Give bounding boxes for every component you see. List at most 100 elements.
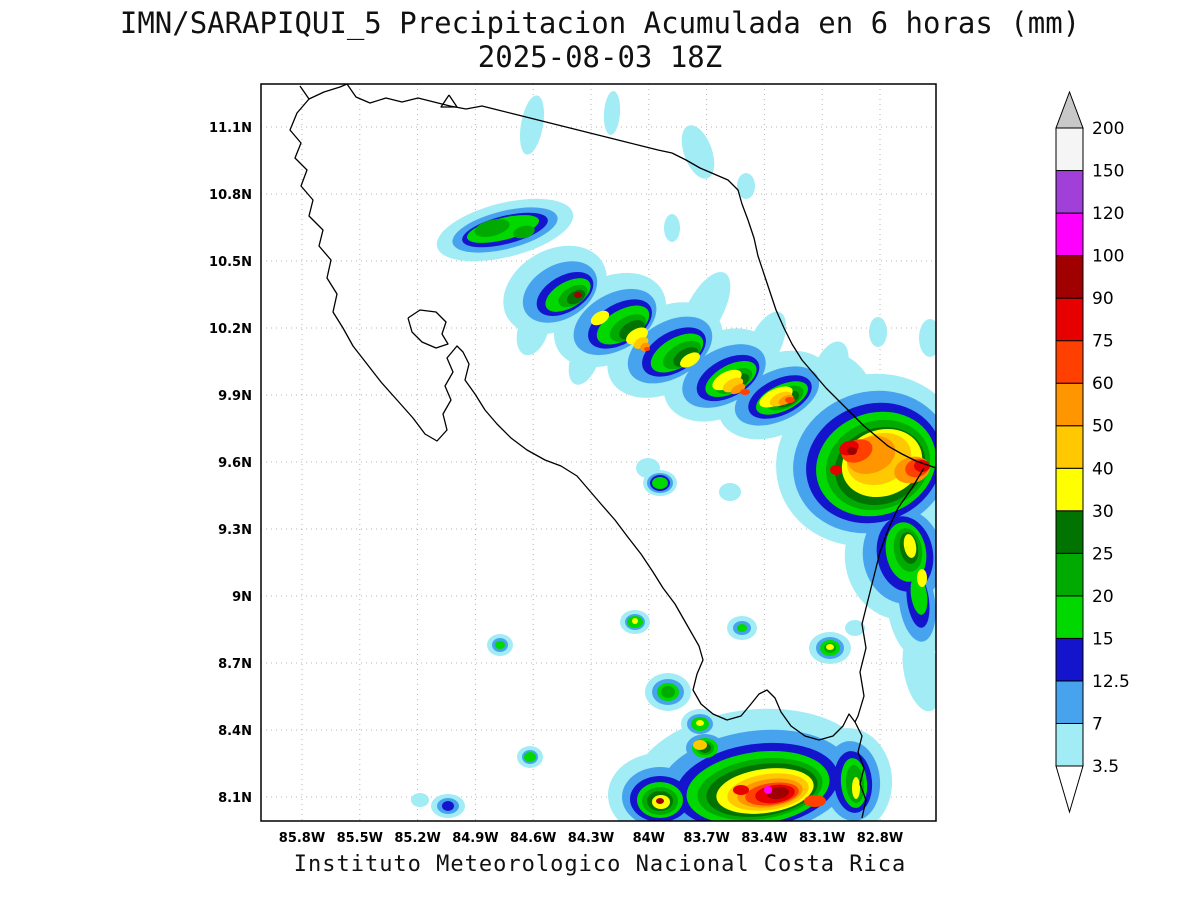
precip-cell xyxy=(740,389,750,395)
lon-tick-label: 83.1W xyxy=(799,831,845,846)
colorbar-segment xyxy=(1055,127,1084,172)
colorbar-segment xyxy=(1055,510,1084,554)
precip-cell xyxy=(767,786,789,800)
colorbar-label: 25 xyxy=(1092,544,1114,564)
lon-tick-label: 85.8W xyxy=(279,831,325,846)
lat-tick-label: 11.1N xyxy=(209,121,252,136)
lon-tick-label: 84W xyxy=(633,831,665,846)
precip-cell xyxy=(917,569,927,587)
precip-cell xyxy=(652,477,668,489)
colorbar-label: 100 xyxy=(1092,247,1124,267)
colorbar-labels: 3.5 7 12.5 15 20 25 30 40 50 60 75 90 100 120 150 200 xyxy=(1092,119,1130,777)
lon-tick-label: 83.7W xyxy=(683,831,729,846)
lon-tick-label: 84.6W xyxy=(510,831,556,846)
colorbar-segment xyxy=(1055,637,1084,682)
colorbar-label: 75 xyxy=(1092,332,1114,352)
precip-cell xyxy=(644,347,650,351)
precip-cell xyxy=(574,292,582,298)
lat-tick-label: 9N xyxy=(232,590,252,605)
colorbar-label: 90 xyxy=(1092,289,1114,309)
precip-cell xyxy=(636,458,660,478)
colorbar-segment xyxy=(1055,255,1084,299)
colorbar-segment xyxy=(1055,595,1084,639)
colorbar-segment xyxy=(1055,297,1084,342)
precip-cell xyxy=(656,798,664,804)
colorbar-segment xyxy=(1055,722,1084,767)
colorbar-label: 7 xyxy=(1092,714,1103,734)
colorbar xyxy=(1055,90,1084,814)
colorbar-segment xyxy=(1055,552,1084,597)
lon-tick-label: 85.2W xyxy=(394,831,440,846)
footer-credit: Instituto Meteorologico Nacional Costa R… xyxy=(293,852,907,877)
precip-cell xyxy=(474,219,510,237)
colorbar-under-arrow xyxy=(1055,765,1084,814)
precip-cell xyxy=(719,483,741,501)
precip-cell xyxy=(664,214,680,242)
coastline-path xyxy=(440,94,458,108)
lat-tick-label: 9.9N xyxy=(218,389,252,404)
colorbar-label: 30 xyxy=(1092,502,1114,522)
coastline-path xyxy=(346,84,673,154)
precip-cell xyxy=(764,786,772,794)
colorbar-label: 3.5 xyxy=(1092,757,1119,777)
lon-tick-label: 83.4W xyxy=(741,831,787,846)
precip-cell xyxy=(442,801,454,811)
lon-tick-label: 84.9W xyxy=(452,831,498,846)
precip-cell xyxy=(661,686,675,698)
colorbar-segment xyxy=(1055,212,1084,257)
precip-cell xyxy=(632,618,638,624)
precip-cell xyxy=(914,460,930,472)
precip-cell xyxy=(519,95,545,155)
precip-cell xyxy=(845,620,865,636)
plot-frame xyxy=(260,83,937,822)
colorbar-segment xyxy=(1055,425,1084,469)
precip-cell xyxy=(830,465,842,475)
colorbar-label: 15 xyxy=(1092,629,1114,649)
precip-cell xyxy=(733,785,749,795)
precip-cell xyxy=(680,352,700,368)
precip-cell xyxy=(712,369,742,391)
chart-title: IMN/SARAPIQUI_5 Precipitacion Acumulada … xyxy=(119,6,1081,40)
colorbar-segment xyxy=(1055,382,1084,427)
coastline-path xyxy=(671,152,936,469)
colorbar-segment xyxy=(1055,680,1084,724)
coastline-path xyxy=(308,84,348,100)
colorbar-label: 120 xyxy=(1092,204,1124,224)
lat-tick-label: 10.5N xyxy=(209,255,252,270)
lon-tick-label: 82.8W xyxy=(857,831,903,846)
lat-tick-label: 9.6N xyxy=(218,456,252,471)
lon-tick-label: 85.5W xyxy=(337,831,383,846)
precip-cell xyxy=(852,777,860,799)
lat-tick-label: 8.1N xyxy=(218,791,252,806)
precip-cell xyxy=(696,720,704,726)
colorbar-segment xyxy=(1055,170,1084,214)
coastline-path xyxy=(854,467,925,723)
lat-tick-label: 10.2N xyxy=(209,322,252,337)
precip-cell xyxy=(826,644,834,650)
precip-cell xyxy=(681,125,715,179)
coastline-path xyxy=(289,85,867,819)
colorbar-label: 20 xyxy=(1092,587,1114,607)
colorbar-segment xyxy=(1055,340,1084,384)
lat-axis: 11.1N 10.8N 10.5N 10.2N 9.9N 9.6N 9.3N 9N 8.7N 8.… xyxy=(209,121,252,806)
precip-cell xyxy=(847,447,857,455)
precip-cell xyxy=(737,173,755,199)
lat-tick-label: 8.4N xyxy=(218,724,252,739)
colorbar-segment xyxy=(1055,467,1084,512)
precip-cell xyxy=(903,534,917,558)
precip-cell xyxy=(411,793,429,807)
lat-tick-label: 8.7N xyxy=(218,657,252,672)
precip-cell xyxy=(737,624,747,632)
precip-cell xyxy=(693,740,707,750)
precip-field xyxy=(411,91,936,821)
precip-cell xyxy=(785,397,795,403)
precip-cell xyxy=(919,319,936,357)
precip-cell xyxy=(902,632,936,712)
precip-cell xyxy=(730,383,746,395)
precip-cell xyxy=(804,795,826,807)
precip-cell xyxy=(590,310,610,326)
precip-cell xyxy=(603,91,621,135)
precip-cell xyxy=(869,317,887,347)
coastline xyxy=(289,84,936,819)
